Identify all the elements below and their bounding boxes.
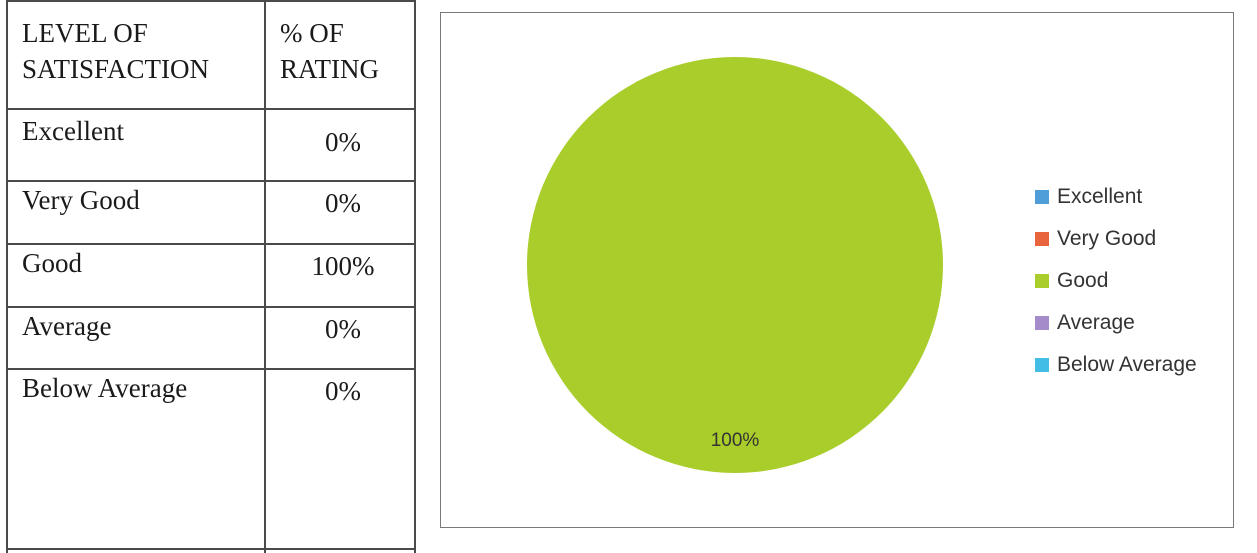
legend-item-good: Good [1035,260,1197,302]
legend-item-below-average: Below Average [1035,344,1197,386]
table-column-divider [264,0,266,553]
pie-chart: 100% [527,57,943,473]
pie-data-label-good: 100% [711,430,760,451]
row-value-average: 0% [325,314,361,344]
header-rating-line1: % OF [280,18,344,48]
header-level-line1: LEVEL OF [22,18,148,48]
legend-label-average: Average [1057,311,1135,334]
legend-label-below-average: Below Average [1057,353,1197,376]
chart-legend: Excellent Very Good Good Average Below Avera… [1035,176,1197,386]
row-label-very-good: Very Good [22,185,140,215]
row-label-average: Average [22,311,112,341]
row-value-excellent: 0% [325,127,361,157]
legend-label-very-good: Very Good [1057,227,1157,250]
table-row-divider [6,243,415,245]
table-row-divider [6,180,415,182]
header-rating-line2: RATING [280,54,379,84]
row-value-very-good: 0% [325,188,361,218]
legend-item-average: Average [1035,302,1197,344]
legend-swatch-average [1035,316,1049,330]
table-row-divider [6,368,415,370]
legend-swatch-very-good [1035,232,1049,246]
legend-swatch-good [1035,274,1049,288]
legend-label-excellent: Excellent [1057,185,1143,208]
row-label-good: Good [22,248,82,278]
table-border-top [6,0,415,2]
legend-label-good: Good [1057,269,1109,292]
legend-item-excellent: Excellent [1035,176,1197,218]
legend-swatch-excellent [1035,190,1049,204]
header-level-line2: SATISFACTION [22,54,210,84]
table-border-right [414,0,416,553]
table-row-divider [6,108,415,110]
legend-item-very-good: Very Good [1035,218,1197,260]
table-border-left [6,0,8,553]
row-label-below-average: Below Average [22,373,188,403]
legend-swatch-below-average [1035,358,1049,372]
row-label-excellent: Excellent [22,116,124,146]
row-value-below-average: 0% [325,376,361,406]
row-value-good: 100% [311,251,375,281]
table-row-divider [6,306,415,308]
table-border-bottom [6,548,415,550]
pie-slice-good [527,57,943,473]
pie-chart-container: 100% Excellent Very Good Good Average Below … [440,12,1234,528]
